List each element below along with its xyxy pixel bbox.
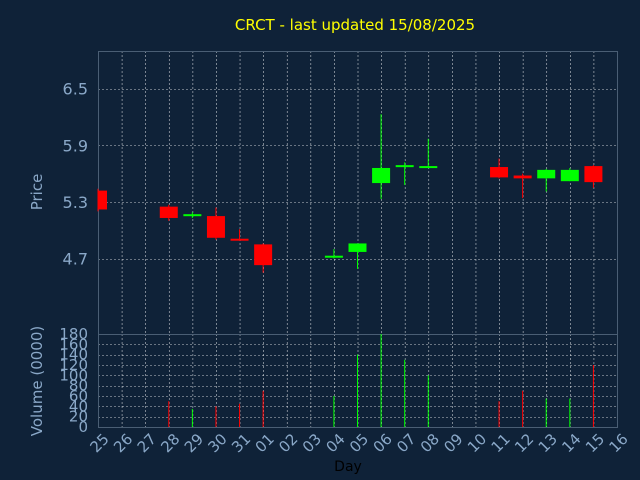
price-tick-label: 5.3 bbox=[63, 193, 88, 212]
x-tick-label: 16 bbox=[606, 430, 632, 456]
volume-tick-label: 160 bbox=[59, 335, 88, 353]
x-tick-label: 04 bbox=[322, 430, 348, 456]
volume-frame-rect bbox=[98, 334, 618, 428]
price-tick-labels: 4.7 5.3 5.9 6.5 bbox=[63, 80, 88, 269]
x-tick-label: 09 bbox=[440, 430, 466, 456]
candle bbox=[254, 243, 273, 273]
candle-body bbox=[372, 167, 391, 184]
candle bbox=[159, 204, 178, 221]
price-grid bbox=[98, 51, 618, 334]
x-tick-label: 28 bbox=[157, 430, 183, 456]
x-tick-label: 10 bbox=[464, 430, 490, 456]
x-tick-label: 03 bbox=[299, 430, 325, 456]
x-axis-label: Day bbox=[334, 459, 362, 475]
volume-tick-label: 100 bbox=[59, 366, 88, 384]
candle bbox=[230, 229, 249, 241]
x-tick-labels: 2526272829303101020304050607080910111213… bbox=[87, 430, 632, 456]
candle bbox=[324, 249, 343, 259]
candle bbox=[584, 165, 603, 188]
candle-body bbox=[159, 206, 178, 218]
x-tick-label: 11 bbox=[488, 430, 514, 456]
x-tick-label: 14 bbox=[558, 430, 584, 456]
candle bbox=[560, 167, 579, 182]
x-tick-label: 12 bbox=[511, 430, 537, 456]
volume-tick-label: 0 bbox=[78, 418, 88, 436]
candle-body bbox=[348, 243, 367, 252]
candle bbox=[348, 243, 367, 269]
candle-body bbox=[183, 214, 202, 217]
x-tick-label: 05 bbox=[346, 430, 372, 456]
x-tick-label: 25 bbox=[87, 430, 113, 456]
volume-bars bbox=[168, 334, 594, 427]
volume-tick-label: 80 bbox=[69, 377, 88, 395]
x-tick-label: 30 bbox=[204, 430, 230, 456]
candle bbox=[537, 168, 556, 192]
candle-body bbox=[254, 244, 273, 266]
candle bbox=[372, 114, 391, 200]
volume-tick-label: 60 bbox=[69, 387, 88, 405]
x-tick-label: 01 bbox=[252, 430, 278, 456]
chart-title: CRCT - last updated 15/08/2025 bbox=[235, 16, 475, 34]
candle bbox=[183, 212, 202, 218]
price-tick-label: 6.5 bbox=[63, 80, 88, 99]
volume-panel-frame bbox=[98, 334, 618, 428]
x-tick-label: 15 bbox=[582, 430, 608, 456]
price-tick-label: 5.9 bbox=[63, 136, 88, 155]
volume-tick-label: 140 bbox=[59, 346, 88, 364]
candle-body bbox=[584, 166, 603, 183]
x-tick-label: 08 bbox=[417, 430, 443, 456]
x-tick-label: 13 bbox=[535, 430, 561, 456]
candle-body bbox=[513, 175, 532, 179]
candle bbox=[513, 173, 532, 199]
candle-body bbox=[395, 165, 414, 168]
volume-tick-label: 40 bbox=[69, 397, 88, 415]
candle bbox=[97, 188, 107, 212]
volume-tick-label: 120 bbox=[59, 356, 88, 374]
volume-tick-label: 180 bbox=[59, 325, 88, 343]
volume-axis-label: Volume (0000) bbox=[28, 326, 46, 436]
x-tick-label: 02 bbox=[275, 430, 301, 456]
candle-body bbox=[98, 190, 107, 210]
x-tick-label: 06 bbox=[370, 430, 396, 456]
x-tick-label: 07 bbox=[393, 430, 419, 456]
candle-body bbox=[419, 166, 438, 169]
x-tick-label: 27 bbox=[134, 430, 160, 456]
x-tick-label: 29 bbox=[181, 430, 207, 456]
candle bbox=[490, 158, 509, 179]
candle-body bbox=[206, 216, 225, 238]
candles bbox=[97, 114, 603, 273]
candle bbox=[206, 207, 225, 240]
candle-body bbox=[230, 238, 249, 241]
candle-body bbox=[324, 255, 343, 258]
candle bbox=[419, 138, 438, 169]
candle bbox=[395, 162, 414, 185]
candle-body bbox=[560, 169, 579, 182]
x-tick-label: 31 bbox=[228, 430, 254, 456]
volume-tick-label: 20 bbox=[69, 408, 88, 426]
price-tick-label: 4.7 bbox=[63, 250, 88, 269]
x-tick-label: 26 bbox=[110, 430, 136, 456]
price-axis-label: Price bbox=[28, 174, 46, 211]
candle-body bbox=[490, 167, 509, 178]
candle-body bbox=[537, 169, 556, 179]
